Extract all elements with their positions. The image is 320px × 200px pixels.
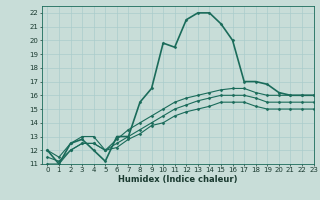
X-axis label: Humidex (Indice chaleur): Humidex (Indice chaleur) xyxy=(118,175,237,184)
